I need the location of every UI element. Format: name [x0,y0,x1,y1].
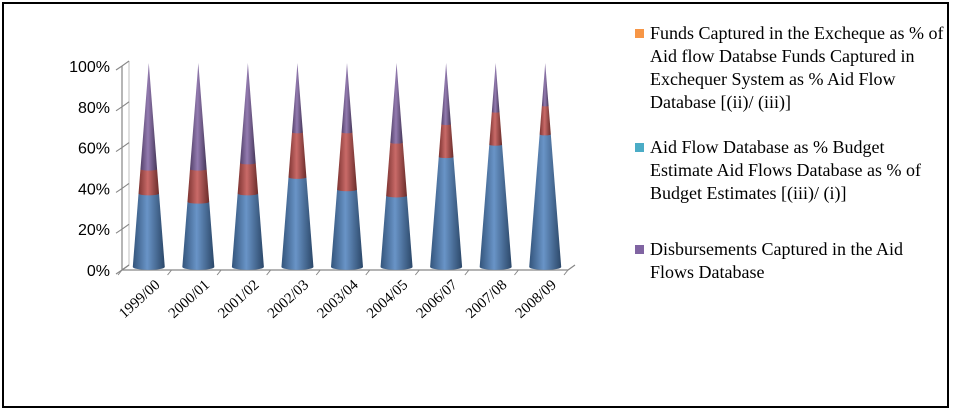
cone-segment [541,63,549,107]
y-tick [115,223,130,234]
cone [430,63,463,270]
legend: Funds Captured in the Excheque as % of A… [634,20,946,284]
y-tick-label: 80% [78,100,110,117]
x-tick [117,269,123,276]
cone-segment [341,63,353,134]
chart-axes [115,60,576,276]
x-tick-label: 1999/00 [116,277,163,322]
cone-segment [390,63,403,144]
y-tick-label: 20% [78,222,110,239]
x-tick-label: 2008/09 [513,277,560,322]
y-tick [115,101,130,112]
cone-segment [237,162,259,196]
cone-segment [138,169,160,196]
x-tick [414,269,420,276]
x-tick [563,269,569,276]
cone-segment [337,132,357,192]
legend-swatch [635,143,644,152]
x-tick [315,269,321,276]
cone-segment [288,132,307,179]
x-tick-label: 2001/02 [215,277,262,322]
x-tick-label: 2002/03 [265,277,312,322]
cone [331,63,363,270]
cone-segment [281,177,314,270]
y-tick-label: 40% [78,181,110,198]
cone-segment [187,169,210,204]
cone-segment [441,63,451,126]
cone-segment [132,193,165,270]
y-tick [115,182,130,193]
legend-swatch [635,29,644,38]
cone-segment [529,134,562,270]
cone-segment [140,63,158,171]
legend-swatch [635,245,644,254]
legend-item: Funds Captured in the Excheque as % of A… [634,22,946,114]
x-tick-label: 2004/05 [364,277,411,322]
y-tick [115,142,130,153]
cone-segment [438,124,454,159]
cone-segment [380,195,413,270]
x-tick [464,269,470,276]
x-tick-label: 2006/07 [414,277,462,322]
cone [132,63,165,270]
cone-segment [491,63,500,113]
cone-segment [489,111,503,146]
cone-segment [182,201,215,270]
x-tick [266,269,272,276]
x-tick [365,269,371,276]
cone-segment [539,105,551,136]
cone-segment [240,63,256,165]
legend-label: Funds Captured in the Excheque as % of A… [650,23,944,112]
x-tick-label: 2000/01 [166,277,213,322]
y-tick-label: 60% [78,141,110,158]
x-tick [167,269,172,276]
y-tick-label: 0% [87,263,110,280]
y-tick-label: 100% [69,59,110,76]
cone [380,63,413,270]
legend-item: Aid Flow Database as % Budget Estimate A… [634,136,946,205]
cone [182,63,215,270]
cone [281,63,314,270]
x-tick [216,269,222,276]
cone [231,63,264,270]
x-tick-label: 2007/08 [463,277,510,322]
cone [529,63,562,270]
cone-segment [386,142,407,198]
cone-segment [479,144,512,270]
y-tick [115,60,130,71]
cone-segment [231,193,264,270]
cone [479,63,512,270]
legend-label: Disbursements Captured in the Aid Flows … [650,239,903,282]
x-tick [514,269,519,276]
x-tick-label: 2003/04 [314,277,362,322]
cone-segment [430,156,463,270]
chart-cones [132,63,562,270]
legend-label: Aid Flow Database as % Budget Estimate A… [650,137,921,203]
cone-segment [292,63,303,134]
cone-segment [331,189,363,270]
legend-item: Disbursements Captured in the Aid Flows … [634,238,946,284]
cone-segment [190,63,207,171]
